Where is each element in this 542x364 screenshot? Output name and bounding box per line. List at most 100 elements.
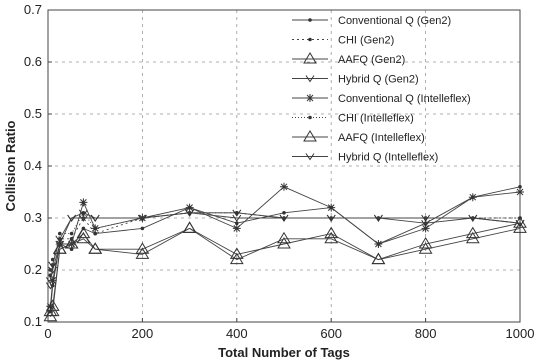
- data-point: [137, 214, 147, 222]
- data-point: [468, 193, 477, 202]
- y-axis-label: Collision Ratio: [3, 120, 18, 211]
- legend-entry: CHI (Intelleflex): [292, 113, 414, 125]
- y-tick-label: 0.7: [24, 2, 42, 17]
- series-5: [46, 182, 524, 311]
- data-point: [48, 276, 57, 285]
- data-point: [229, 247, 244, 259]
- data-point: [515, 219, 525, 228]
- legend-label: Hybrid Q (Gen2): [338, 74, 419, 86]
- y-tick-label: 0.3: [24, 210, 42, 225]
- data-point: [421, 224, 430, 233]
- data-point: [48, 266, 58, 274]
- data-point: [327, 203, 336, 212]
- data-point: [229, 252, 244, 265]
- data-point: [88, 242, 103, 254]
- series-line: [49, 212, 520, 271]
- data-point: [76, 226, 91, 239]
- legend-entry: CHI (Gen2): [292, 35, 394, 47]
- data-point: [232, 224, 241, 233]
- data-point: [235, 211, 239, 215]
- data-point: [64, 237, 79, 249]
- data-point: [418, 237, 433, 249]
- x-tick-label: 800: [415, 326, 437, 341]
- y-tick-label: 0.5: [24, 106, 42, 121]
- data-point: [48, 261, 58, 269]
- data-point: [182, 221, 197, 233]
- data-point: [185, 203, 194, 212]
- legend-entry: AAFQ (Intelleflex): [292, 130, 425, 144]
- x-tick-label: 0: [44, 326, 51, 341]
- data-point: [280, 182, 288, 191]
- legend: Conventional Q (Gen2) CHI (Gen2) AAFQ (Gen…: [292, 15, 471, 164]
- series-7: [43, 216, 527, 322]
- data-point: [88, 242, 103, 254]
- data-point: [371, 252, 386, 265]
- legend-label: CHI (Gen2): [338, 35, 394, 47]
- legend-marker: [306, 94, 314, 102]
- data-point: [69, 231, 74, 236]
- data-point: [90, 214, 100, 222]
- data-point: [45, 282, 55, 290]
- x-tick-label: 1000: [506, 326, 535, 341]
- data-point: [518, 185, 522, 189]
- grid: [47, 9, 521, 323]
- data-point: [282, 211, 286, 215]
- data-point: [465, 226, 480, 239]
- data-point: [81, 211, 86, 215]
- series-8: [45, 209, 525, 290]
- legend-label: Hybrid Q (Intelleflex): [338, 152, 438, 164]
- y-tick-label: 0.4: [24, 158, 42, 173]
- data-point: [421, 214, 431, 222]
- data-point: [324, 231, 339, 244]
- y-tick-label: 0.2: [24, 262, 42, 277]
- legend-entry: Hybrid Q (Intelleflex): [292, 152, 438, 164]
- data-point: [140, 226, 145, 231]
- series-3: [43, 221, 527, 317]
- data-point: [468, 214, 478, 222]
- data-point: [45, 304, 60, 317]
- legend-marker: [308, 37, 312, 42]
- x-tick-label: 200: [132, 326, 154, 341]
- legend-entry: Conventional Q (Intelleflex): [292, 93, 471, 105]
- legend-entry: AAFQ (Gen2): [292, 52, 405, 66]
- legend-label: AAFQ (Gen2): [338, 54, 405, 66]
- data-point: [76, 231, 91, 244]
- data-point: [93, 231, 97, 236]
- data-point: [67, 214, 77, 222]
- y-tick-label: 0.6: [24, 54, 42, 69]
- series-line: [49, 186, 521, 307]
- legend-marker: [305, 153, 315, 161]
- legend-label: Conventional Q (Intelleflex): [338, 93, 471, 105]
- data-point: [235, 221, 239, 225]
- series-line: [49, 222, 521, 317]
- series-line: [49, 212, 521, 286]
- data-point: [93, 226, 97, 231]
- legend-marker: [308, 115, 312, 120]
- x-tick-label: 400: [226, 326, 248, 341]
- data-point: [516, 188, 524, 196]
- ticks: 0 200 400 600 800 1000 0.1 0.2 0.3 0.4 0.5 0.6 0.7: [24, 2, 535, 341]
- data-point: [324, 226, 339, 239]
- data-point: [58, 231, 62, 236]
- series-4: [45, 209, 525, 285]
- data-point: [373, 214, 383, 222]
- data-point: [277, 231, 291, 244]
- data-point: [279, 214, 289, 222]
- data-point: [55, 235, 65, 243]
- legend-entry: Hybrid Q (Gen2): [292, 74, 419, 86]
- data-point: [232, 209, 242, 217]
- data-point: [46, 302, 55, 311]
- legend-label: AAFQ (Intelleflex): [338, 132, 425, 144]
- legend-label: Conventional Q (Gen2): [338, 15, 451, 27]
- data-point: [79, 198, 88, 207]
- data-point: [326, 214, 336, 222]
- y-tick-label: 0.1: [24, 314, 42, 329]
- legend-marker: [305, 75, 315, 83]
- data-point: [135, 242, 150, 254]
- data-point: [232, 214, 242, 222]
- x-tick-label: 600: [320, 326, 342, 341]
- legend-label: CHI (Intelleflex): [338, 113, 414, 125]
- legend-marker: [303, 52, 317, 64]
- data-point: [78, 214, 88, 222]
